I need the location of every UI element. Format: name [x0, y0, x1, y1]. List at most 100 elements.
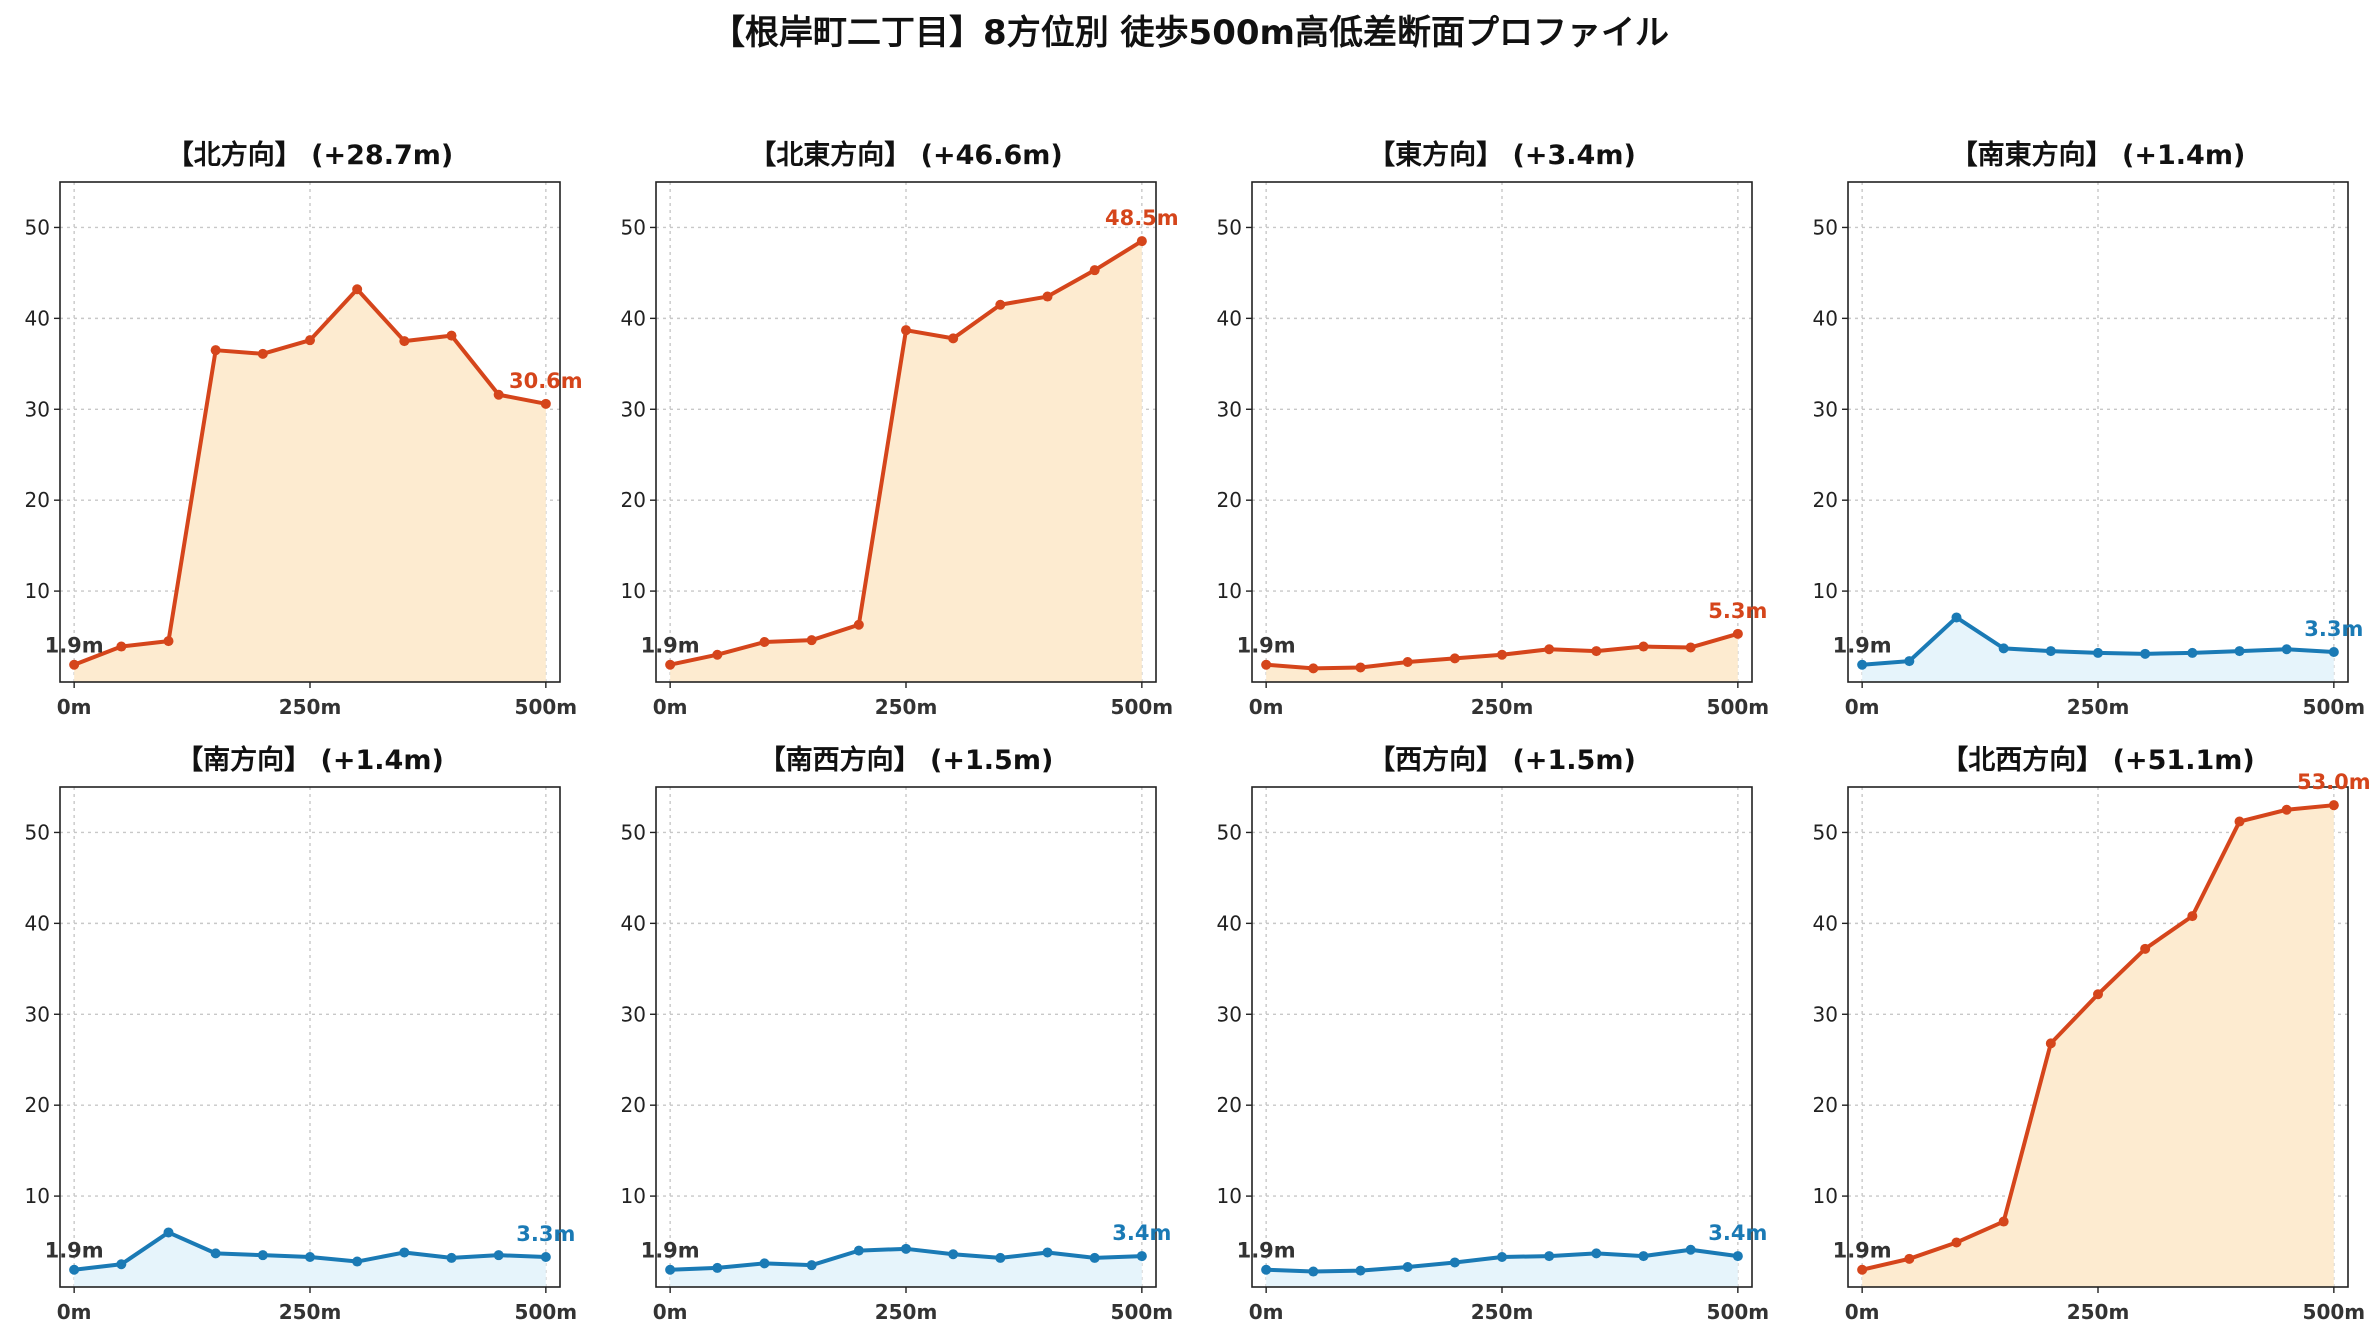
data-point: [1449, 1257, 1460, 1268]
x-tick-label: 0m: [57, 1300, 92, 1324]
data-point: [948, 333, 959, 344]
data-point: [446, 1252, 457, 1263]
x-tick-label: 250m: [875, 695, 938, 719]
data-point: [1042, 291, 1053, 302]
data-point: [2140, 648, 2151, 659]
area-fill: [670, 241, 1142, 682]
axes-frame: [59, 786, 561, 1288]
y-tick-label: 30: [1813, 1002, 1838, 1026]
data-point: [2328, 647, 2339, 657]
panel-title: 【南方向】 (+1.4m): [176, 744, 444, 776]
y-tick-label: 10: [1813, 1184, 1838, 1208]
axes-frame: [1251, 786, 1753, 1288]
start-value-label: 1.9m: [45, 1239, 104, 1263]
data-point: [1261, 1264, 1272, 1275]
data-point: [2328, 800, 2339, 811]
y-tick-label: 30: [1217, 1002, 1242, 1026]
y-tick-label: 50: [1217, 215, 1242, 239]
data-point: [2093, 989, 2103, 1000]
start-value-label: 1.9m: [1237, 634, 1296, 658]
start-value-label: 1.9m: [45, 634, 104, 658]
y-tick-label: 50: [621, 820, 646, 844]
y-tick-label: 20: [1813, 488, 1838, 512]
start-value-label: 1.9m: [1833, 634, 1892, 658]
y-tick-label: 50: [1217, 820, 1242, 844]
y-tick-label: 30: [621, 1002, 646, 1026]
data-point: [995, 1252, 1006, 1263]
x-tick-label: 0m: [1845, 695, 1880, 719]
x-tick-label: 250m: [2067, 695, 2130, 719]
data-point: [2187, 911, 2198, 922]
y-tick-label: 40: [25, 306, 50, 330]
x-tick-label: 500m: [1707, 695, 1770, 719]
data-point: [399, 1247, 410, 1258]
axes-frame: [1251, 181, 1753, 683]
data-point: [2187, 647, 2198, 658]
x-tick-label: 0m: [1249, 695, 1284, 719]
data-point: [1089, 1252, 1100, 1263]
end-value-label: 53.0m: [2297, 770, 2371, 794]
data-point: [540, 398, 551, 409]
y-tick-label: 40: [1217, 911, 1242, 935]
data-point: [163, 636, 174, 647]
data-point: [1544, 644, 1555, 655]
data-point: [493, 389, 504, 400]
data-point: [163, 1227, 174, 1238]
end-value-label: 3.3m: [516, 1222, 575, 1246]
data-point: [948, 1249, 959, 1260]
data-point: [1591, 646, 1602, 657]
axes-frame: [655, 786, 1157, 1288]
y-tick-label: 40: [621, 911, 646, 935]
figure-title: 【根岸町二丁目】8方位別 徒歩500m高低差断面プロファイル: [711, 13, 1669, 53]
data-point: [2045, 1038, 2056, 1049]
y-tick-label: 20: [1813, 1093, 1838, 1117]
x-tick-label: 500m: [1707, 1300, 1770, 1324]
y-tick-label: 40: [1813, 911, 1838, 935]
data-point: [210, 1248, 221, 1259]
x-tick-label: 500m: [1111, 1300, 1174, 1324]
data-point: [995, 299, 1006, 310]
data-point: [493, 1250, 504, 1261]
data-point: [853, 619, 864, 630]
y-tick-label: 20: [25, 488, 50, 512]
panel-title: 【北方向】 (+28.7m): [167, 139, 453, 171]
data-point: [759, 1258, 770, 1269]
data-point: [399, 336, 410, 347]
data-point: [1732, 628, 1743, 639]
data-point: [1904, 656, 1915, 667]
data-point: [1638, 1251, 1649, 1262]
y-tick-label: 50: [1813, 820, 1838, 844]
data-point: [712, 1262, 723, 1273]
data-point: [540, 1252, 551, 1262]
data-point: [665, 1264, 676, 1275]
y-tick-label: 30: [1217, 397, 1242, 421]
end-value-label: 48.5m: [1105, 206, 1179, 230]
y-tick-label: 20: [621, 1093, 646, 1117]
panel-title: 【西方向】 (+1.5m): [1368, 744, 1636, 776]
panel-title: 【北西方向】 (+51.1m): [1941, 744, 2254, 776]
data-point: [1857, 1264, 1868, 1275]
data-point: [1402, 1262, 1413, 1272]
data-point: [712, 649, 723, 660]
y-tick-label: 50: [25, 215, 50, 239]
end-value-label: 3.4m: [1708, 1221, 1767, 1245]
y-tick-label: 20: [1217, 1093, 1242, 1117]
data-point: [806, 1260, 817, 1271]
y-tick-label: 50: [1813, 215, 1838, 239]
data-point: [2045, 646, 2056, 657]
y-tick-label: 10: [1217, 579, 1242, 603]
x-tick-label: 500m: [2303, 1300, 2366, 1324]
panel-title: 【南西方向】 (+1.5m): [759, 744, 1054, 776]
data-point: [69, 1264, 80, 1275]
data-point: [305, 1252, 315, 1262]
data-point: [1497, 649, 1507, 660]
y-tick-label: 50: [621, 215, 646, 239]
data-point: [901, 325, 911, 336]
data-point: [446, 330, 457, 341]
x-tick-label: 250m: [1471, 695, 1534, 719]
data-point: [901, 1243, 911, 1254]
data-point: [1685, 642, 1696, 653]
